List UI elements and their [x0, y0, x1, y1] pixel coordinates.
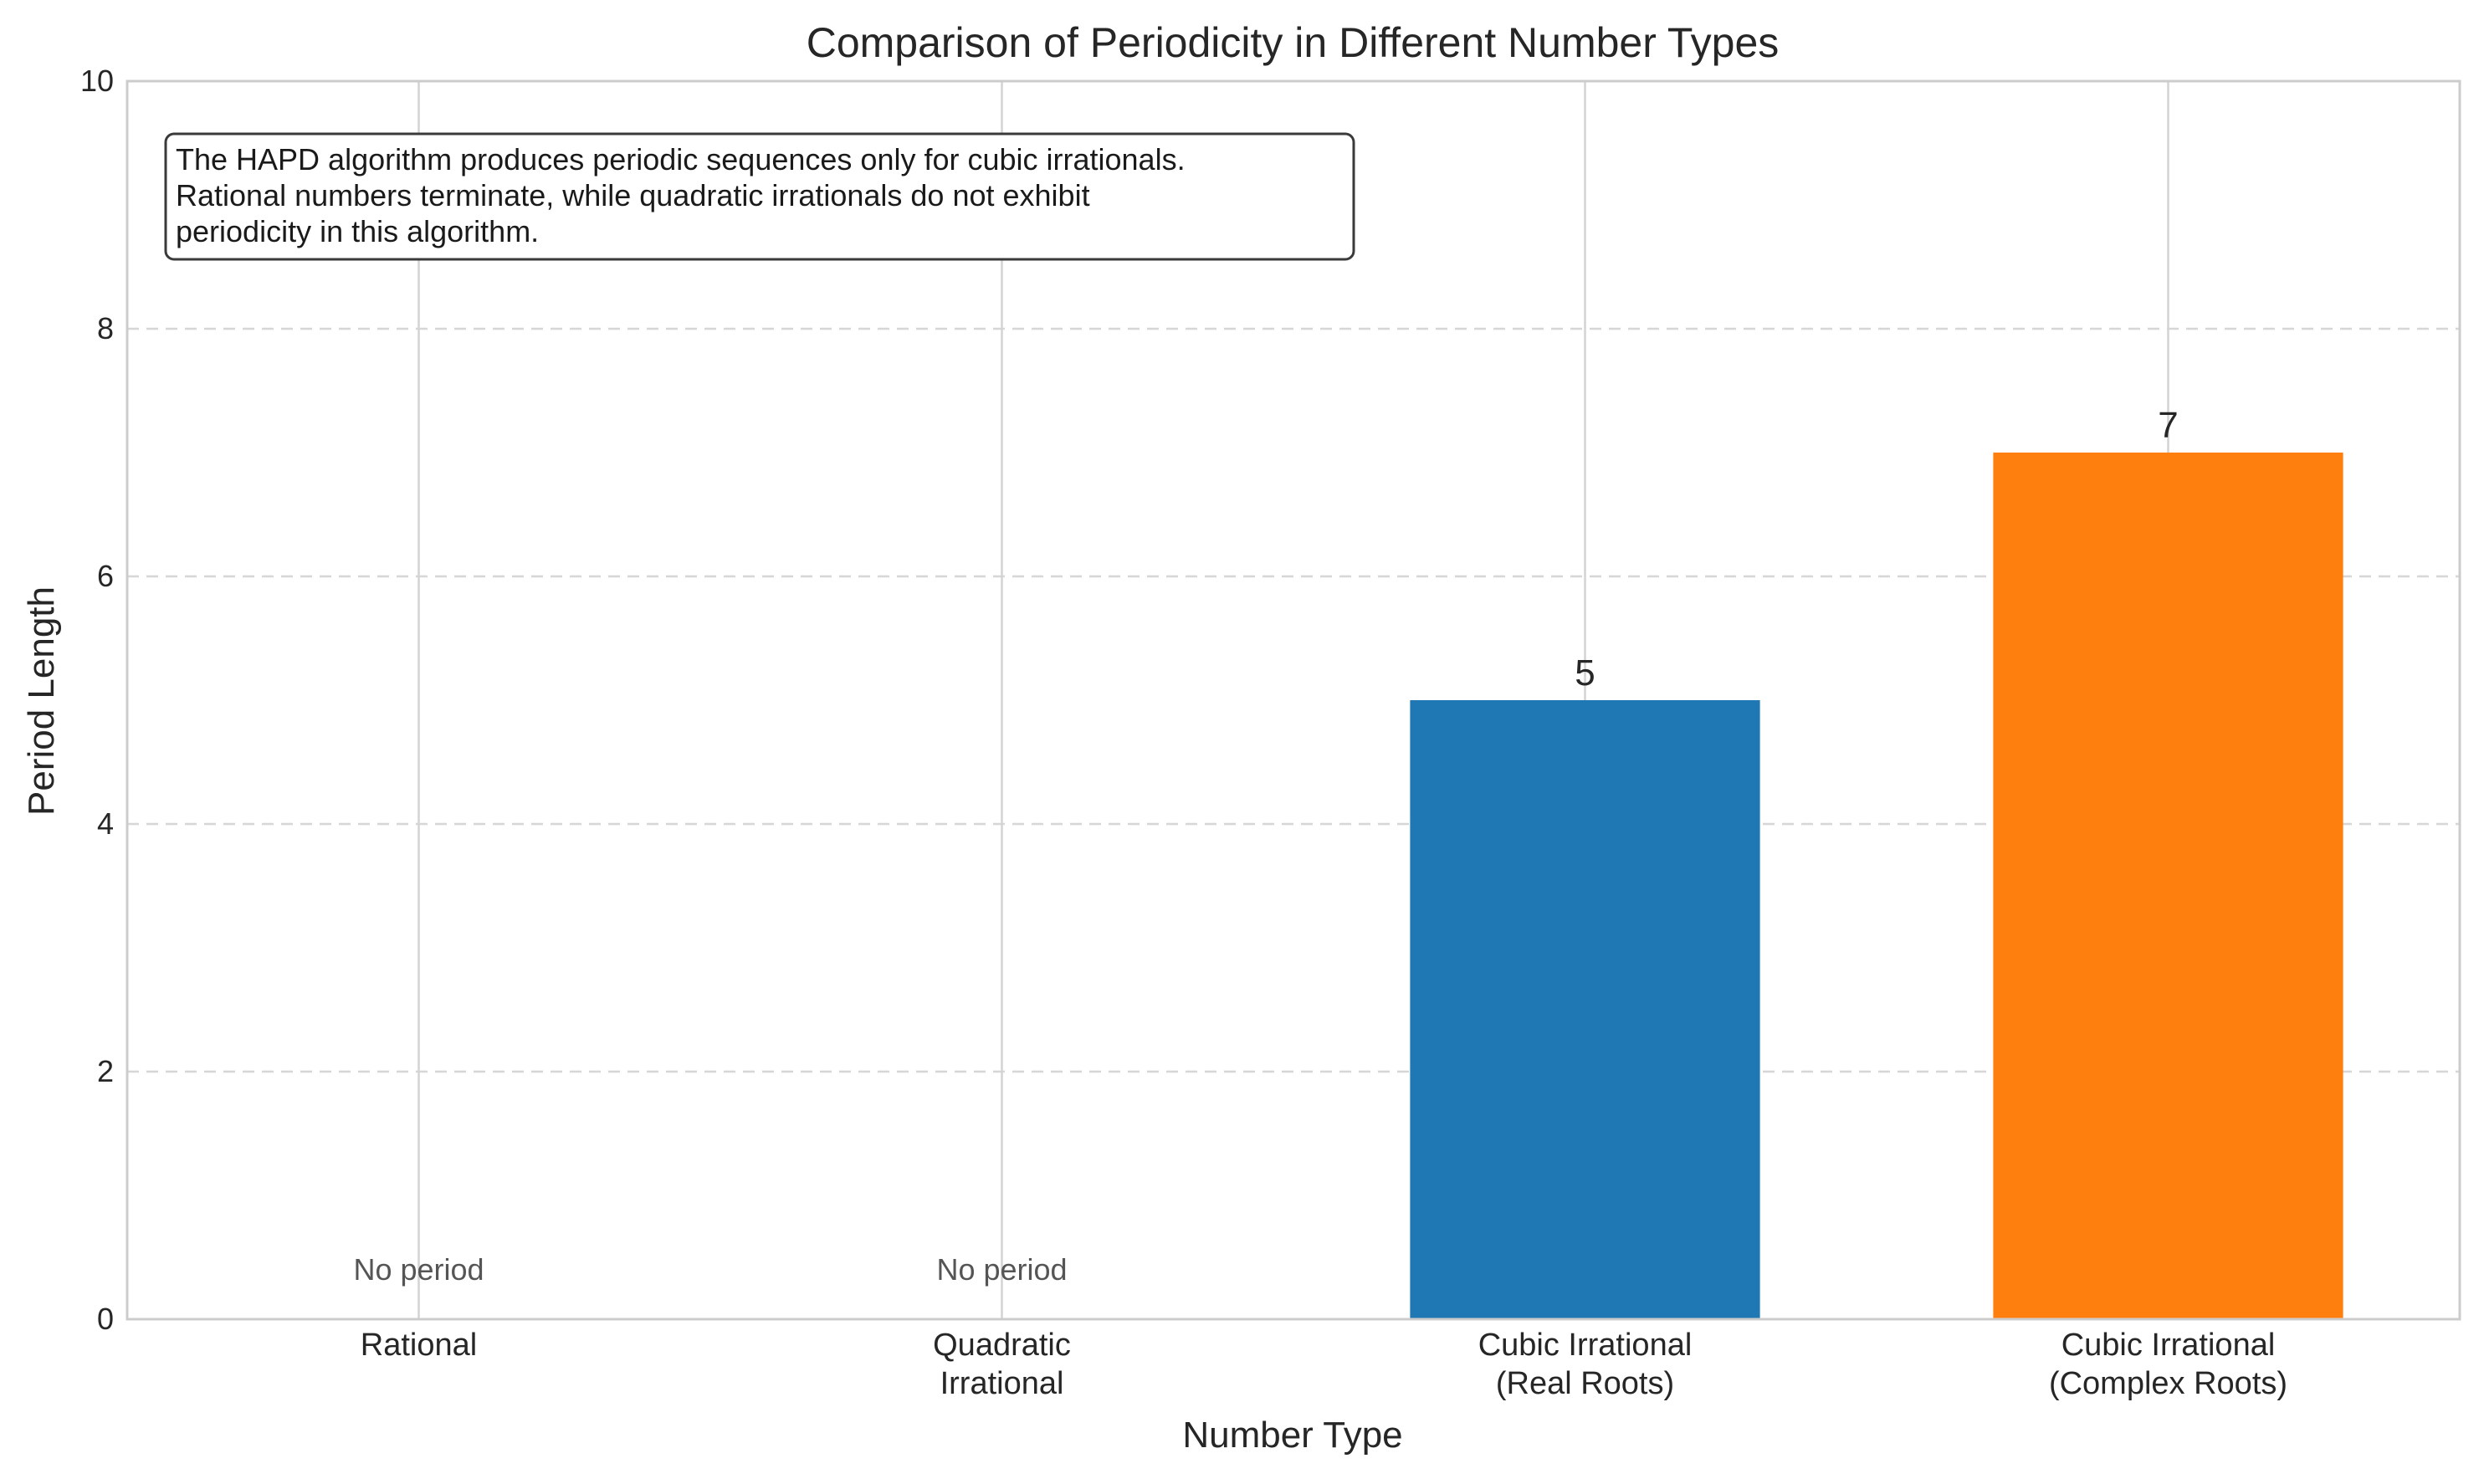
annotation-line: periodicity in this algorithm. [176, 214, 539, 248]
bar-value-label: 5 [1575, 652, 1595, 693]
y-tick-label: 2 [97, 1054, 114, 1088]
y-tick-label: 8 [97, 311, 114, 345]
bar [1410, 700, 1760, 1319]
x-tick-label: (Complex Roots) [2049, 1366, 2287, 1401]
x-tick-label: Irrational [940, 1366, 1064, 1401]
bar [1993, 453, 2343, 1319]
x-tick-label: Quadratic [933, 1328, 1071, 1363]
no-period-label: No period [353, 1252, 484, 1287]
x-tick-label: Rational [361, 1328, 477, 1363]
plot-frame [125, 79, 2461, 1321]
labels-layer: No period No period 5 7 [353, 405, 2178, 1287]
y-tick-label: 4 [97, 806, 114, 841]
annotation-line: Rational numbers terminate, while quadra… [176, 178, 1090, 212]
x-axis-label: Number Type [1182, 1415, 1402, 1456]
annotation-line: The HAPD algorithm produces periodic seq… [176, 142, 1186, 177]
annotation-box: The HAPD algorithm produces periodic seq… [164, 132, 1355, 261]
x-tick-label: (Real Roots) [1496, 1366, 1674, 1401]
no-period-label: No period [936, 1252, 1067, 1287]
bar-value-label: 7 [2158, 405, 2178, 446]
chart-title: Comparison of Periodicity in Different N… [807, 19, 1780, 66]
bars-layer [1410, 453, 2343, 1319]
y-tick-label: 0 [97, 1302, 114, 1336]
y-tick-label: 6 [97, 559, 114, 593]
y-tick-label: 10 [80, 64, 114, 98]
annotation-box-border [164, 132, 1355, 261]
x-tick-label: Cubic Irrational [1478, 1328, 1693, 1363]
y-axis-label: Period Length [21, 586, 62, 816]
x-tick-label: Cubic Irrational [2061, 1328, 2276, 1363]
